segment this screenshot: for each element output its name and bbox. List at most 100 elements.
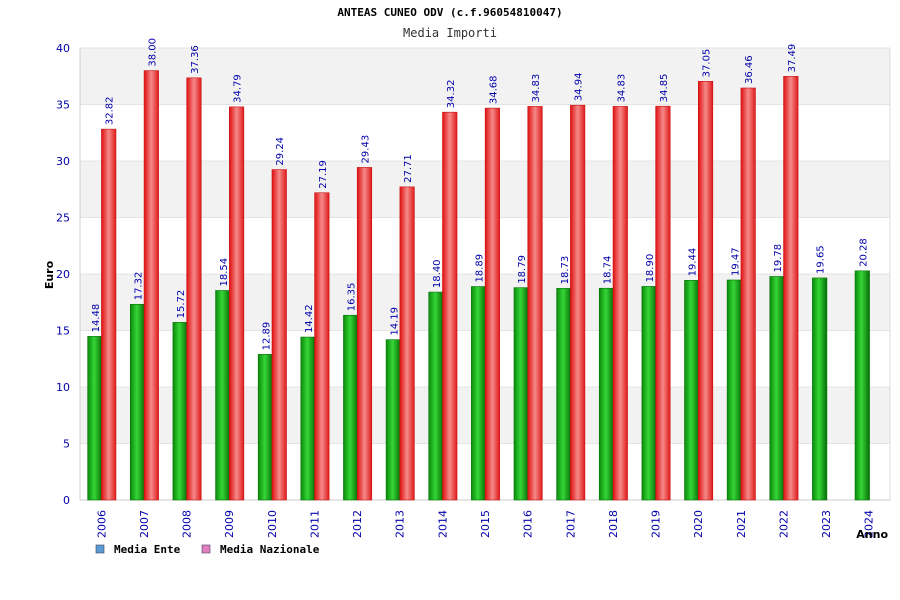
- value-label: 18.54: [219, 258, 230, 287]
- x-tick-label: 2016: [522, 510, 535, 538]
- value-label: 29.24: [275, 137, 286, 166]
- bar-media-ente-2009: [215, 290, 231, 501]
- value-label: 36.46: [744, 55, 755, 84]
- bar-media-nazionale-2007: [143, 70, 159, 501]
- legend-label-media-ente: Media Ente: [114, 543, 181, 556]
- value-label: 34.83: [616, 74, 627, 103]
- y-tick-label: 10: [56, 381, 70, 394]
- x-axis-label: Anno: [856, 528, 888, 541]
- legend: Media Ente Media Nazionale: [95, 543, 320, 556]
- x-tick-label: 2018: [607, 510, 620, 538]
- x-tick-label: 2020: [692, 510, 705, 538]
- x-tick-label: 2010: [266, 510, 279, 538]
- chart-subtitle: Media Importi: [403, 26, 497, 40]
- bar-media-ente-2016: [513, 287, 529, 501]
- x-tick-label: 2015: [479, 510, 492, 538]
- x-tick-label: 2007: [138, 510, 151, 538]
- bar-media-nazionale-2018: [612, 106, 628, 501]
- value-label: 19.44: [688, 248, 699, 277]
- value-label: 32.82: [105, 96, 116, 125]
- value-label: 17.32: [134, 272, 145, 301]
- value-label: 14.48: [91, 304, 102, 333]
- value-label: 37.36: [190, 45, 201, 74]
- legend-swatch-media-ente: [95, 544, 105, 554]
- bar-media-nazionale-2019: [655, 105, 671, 501]
- legend-swatch-media-nazionale: [201, 544, 211, 554]
- x-tick-label: 2019: [650, 510, 663, 538]
- value-label: 15.72: [176, 290, 187, 319]
- x-tick-label: 2013: [394, 510, 407, 538]
- bar-media-ente-2015: [471, 286, 487, 501]
- value-label: 38.00: [147, 38, 158, 67]
- bar-media-nazionale-2016: [527, 106, 543, 501]
- x-tick-label: 2008: [181, 510, 194, 538]
- x-axis-ticks: 2006 2007 2008 2009 2010 2011 2012 2013 2014 2015…: [95, 510, 875, 538]
- value-label: 37.05: [702, 49, 713, 78]
- x-tick-label: 2024: [863, 510, 876, 538]
- bar-media-ente-2010: [257, 354, 273, 501]
- bar-media-nazionale-2006: [101, 128, 117, 501]
- bar-media-ente-2006: [87, 336, 103, 501]
- x-tick-label: 2009: [223, 510, 236, 538]
- bar-media-ente-2021: [726, 279, 742, 501]
- value-label: 27.71: [403, 154, 414, 183]
- value-label: 18.90: [645, 254, 656, 283]
- value-label: 34.32: [446, 80, 457, 109]
- x-tick-label: 2014: [436, 510, 449, 538]
- bar-media-ente-2018: [598, 287, 615, 501]
- bar-media-ente-2019: [641, 286, 657, 501]
- value-label: 19.47: [730, 247, 741, 276]
- y-tick-label: 5: [63, 438, 70, 451]
- y-tick-label: 20: [56, 268, 70, 281]
- y-tick-label: 25: [56, 212, 70, 225]
- bar-media-ente-2022: [769, 276, 785, 501]
- bar-media-ente-2013: [385, 339, 401, 501]
- bar-media-nazionale-2015: [484, 107, 500, 501]
- value-label: 34.79: [233, 74, 244, 103]
- bar-media-nazionale-2013: [399, 186, 415, 501]
- value-label: 16.35: [347, 283, 358, 312]
- y-tick-label: 0: [63, 494, 70, 507]
- bar-media-ente-2007: [130, 303, 146, 501]
- bar-media-nazionale-2010: [271, 169, 287, 501]
- value-label: 34.94: [574, 73, 585, 102]
- x-tick-label: 2017: [564, 510, 577, 538]
- value-label: 27.19: [318, 160, 329, 189]
- bar-media-ente-2011: [300, 336, 316, 501]
- bar-media-nazionale-2017: [570, 104, 586, 501]
- value-label: 34.83: [531, 74, 542, 103]
- bars: [87, 70, 870, 501]
- x-tick-label: 2021: [735, 510, 748, 538]
- bar-media-nazionale-2021: [740, 87, 756, 501]
- value-label: 19.65: [816, 245, 827, 274]
- bar-media-ente-2012: [343, 314, 359, 501]
- value-labels: 14.48 17.32 15.72 18.54 12.89 14.42 16.35 14.19…: [91, 38, 869, 350]
- x-tick-label: 2011: [308, 510, 321, 538]
- value-label: 19.78: [773, 244, 784, 273]
- bar-media-nazionale-2009: [229, 106, 245, 501]
- value-label: 14.19: [389, 307, 400, 336]
- y-tick-label: 40: [56, 42, 70, 55]
- value-label: 34.85: [659, 74, 670, 103]
- bar-media-ente-2023: [812, 277, 828, 501]
- bar-media-nazionale-2008: [186, 77, 202, 501]
- value-label: 18.73: [560, 256, 571, 285]
- value-label: 20.28: [858, 238, 869, 267]
- value-label: 29.43: [361, 135, 372, 164]
- y-tick-label: 30: [56, 155, 70, 168]
- x-tick-label: 2006: [95, 510, 108, 538]
- value-label: 14.42: [304, 304, 315, 333]
- chart-title: ANTEAS CUNEO ODV (c.f.96054810047): [337, 6, 562, 19]
- bar-media-nazionale-2020: [698, 81, 714, 501]
- bar-media-ente-2024: [854, 270, 870, 501]
- y-tick-label: 15: [56, 325, 70, 338]
- value-label: 18.89: [475, 254, 486, 283]
- x-tick-label: 2012: [351, 510, 364, 538]
- y-tick-label: 35: [56, 99, 70, 112]
- value-label: 37.49: [787, 44, 798, 73]
- value-label: 18.74: [603, 256, 614, 285]
- x-tick-label: 2022: [777, 510, 790, 538]
- x-tick-label: 2023: [820, 510, 833, 538]
- bar-media-ente-2020: [684, 280, 700, 501]
- bar-media-nazionale-2022: [783, 76, 799, 501]
